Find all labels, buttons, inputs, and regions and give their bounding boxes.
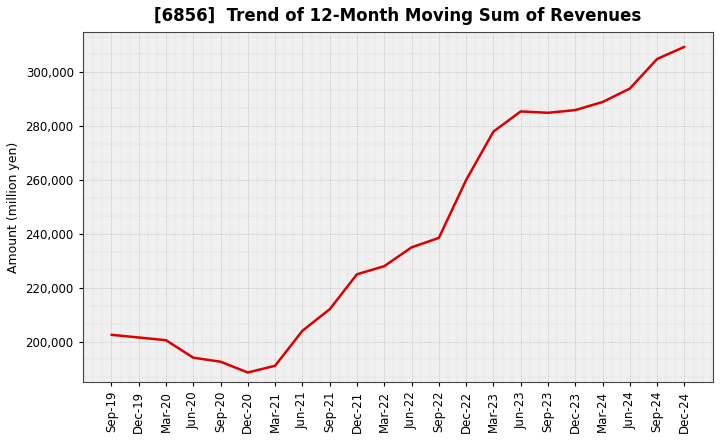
Title: [6856]  Trend of 12-Month Moving Sum of Revenues: [6856] Trend of 12-Month Moving Sum of R… [154,7,642,25]
Y-axis label: Amount (million yen): Amount (million yen) [7,141,20,273]
